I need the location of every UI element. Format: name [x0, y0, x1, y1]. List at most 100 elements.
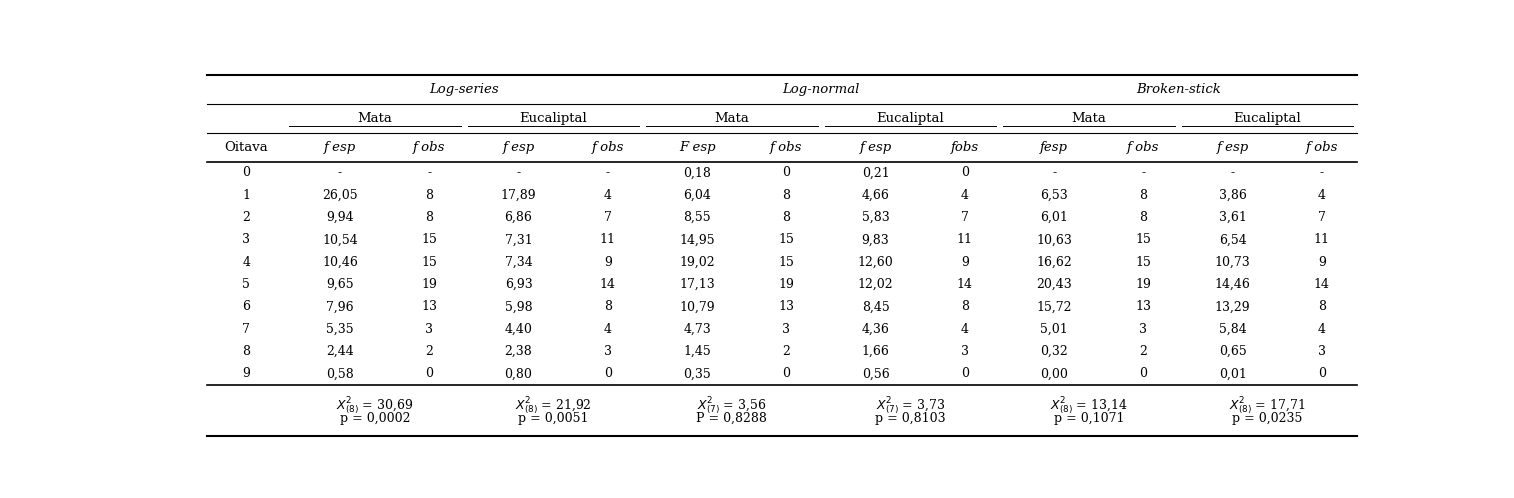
Text: 15: 15 — [1136, 234, 1151, 247]
Text: -: - — [1142, 166, 1146, 179]
Text: 6,53: 6,53 — [1040, 189, 1067, 202]
Text: 4: 4 — [604, 189, 612, 202]
Text: 0,35: 0,35 — [683, 368, 712, 380]
Text: 8: 8 — [961, 300, 969, 313]
Text: 13,29: 13,29 — [1214, 300, 1251, 313]
Text: 3: 3 — [425, 323, 433, 336]
Text: 10,73: 10,73 — [1214, 255, 1251, 269]
Text: 13: 13 — [778, 300, 795, 313]
Text: -: - — [1320, 166, 1325, 179]
Text: Mata: Mata — [715, 112, 749, 125]
Text: 14,95: 14,95 — [680, 234, 715, 247]
Text: 0,32: 0,32 — [1040, 345, 1067, 358]
Text: 6,04: 6,04 — [683, 189, 712, 202]
Text: 0,01: 0,01 — [1219, 368, 1246, 380]
Text: 5,84: 5,84 — [1219, 323, 1246, 336]
Text: 9,83: 9,83 — [861, 234, 889, 247]
Text: 6,86: 6,86 — [504, 211, 533, 224]
Text: 5,98: 5,98 — [504, 300, 533, 313]
Text: 15: 15 — [421, 255, 438, 269]
Text: 8: 8 — [425, 189, 433, 202]
Text: 0: 0 — [961, 368, 969, 380]
Text: 3,61: 3,61 — [1219, 211, 1246, 224]
Text: 2: 2 — [425, 345, 433, 358]
Text: $X^2_{(8)}$ = 13,14: $X^2_{(8)}$ = 13,14 — [1051, 395, 1128, 416]
Text: p = 0,0235: p = 0,0235 — [1232, 412, 1302, 425]
Text: 11: 11 — [600, 234, 616, 247]
Text: 3: 3 — [961, 345, 969, 358]
Text: 4: 4 — [1317, 189, 1326, 202]
Text: 3: 3 — [783, 323, 790, 336]
Text: f obs: f obs — [1128, 141, 1160, 154]
Text: 5: 5 — [242, 278, 250, 291]
Text: 6,54: 6,54 — [1219, 234, 1246, 247]
Text: 8: 8 — [242, 345, 250, 358]
Text: 4: 4 — [961, 189, 969, 202]
Text: -: - — [338, 166, 342, 179]
Text: $X^2_{(7)}$ = 3,73: $X^2_{(7)}$ = 3,73 — [875, 395, 945, 416]
Text: 0: 0 — [783, 166, 790, 179]
Text: 2,44: 2,44 — [326, 345, 354, 358]
Text: 2: 2 — [1140, 345, 1148, 358]
Text: f obs: f obs — [1305, 141, 1338, 154]
Text: 4: 4 — [604, 323, 612, 336]
Text: 12,60: 12,60 — [858, 255, 893, 269]
Text: 9: 9 — [1319, 255, 1326, 269]
Text: 3,86: 3,86 — [1219, 189, 1246, 202]
Text: 8: 8 — [1140, 189, 1148, 202]
Text: 3: 3 — [604, 345, 612, 358]
Text: 0,56: 0,56 — [861, 368, 889, 380]
Text: Log-series: Log-series — [430, 83, 500, 96]
Text: -: - — [606, 166, 610, 179]
Text: 19,02: 19,02 — [680, 255, 715, 269]
Text: $X^2_{(7)}$ = 3,56: $X^2_{(7)}$ = 3,56 — [698, 395, 766, 416]
Text: 0: 0 — [1140, 368, 1148, 380]
Text: $X^2_{(8)}$ = 30,69: $X^2_{(8)}$ = 30,69 — [336, 395, 413, 416]
Text: Eucaliptal: Eucaliptal — [519, 112, 587, 125]
Text: 2: 2 — [242, 211, 250, 224]
Text: Eucaliptal: Eucaliptal — [1234, 112, 1302, 125]
Text: F esp: F esp — [678, 141, 716, 154]
Text: 4: 4 — [1317, 323, 1326, 336]
Text: 0: 0 — [1317, 368, 1326, 380]
Text: 8: 8 — [783, 211, 790, 224]
Text: 15: 15 — [778, 234, 795, 247]
Text: 3: 3 — [1317, 345, 1326, 358]
Text: 14: 14 — [1314, 278, 1329, 291]
Text: 7: 7 — [242, 323, 250, 336]
Text: 14,46: 14,46 — [1214, 278, 1251, 291]
Text: 8: 8 — [604, 300, 612, 313]
Text: 8: 8 — [783, 189, 790, 202]
Text: 6: 6 — [242, 300, 250, 313]
Text: 19: 19 — [1136, 278, 1151, 291]
Text: -: - — [516, 166, 521, 179]
Text: Eucaliptal: Eucaliptal — [877, 112, 945, 125]
Text: -: - — [427, 166, 431, 179]
Text: 9: 9 — [961, 255, 969, 269]
Text: 13: 13 — [421, 300, 438, 313]
Text: 0,21: 0,21 — [861, 166, 889, 179]
Text: 26,05: 26,05 — [322, 189, 357, 202]
Text: 8: 8 — [425, 211, 433, 224]
Text: 7: 7 — [961, 211, 969, 224]
Text: 13: 13 — [1136, 300, 1152, 313]
Text: Mata: Mata — [357, 112, 392, 125]
Text: 0,00: 0,00 — [1040, 368, 1067, 380]
Text: 4,66: 4,66 — [861, 189, 890, 202]
Text: Log-normal: Log-normal — [783, 83, 860, 96]
Text: 7: 7 — [1319, 211, 1326, 224]
Text: p = 0,0051: p = 0,0051 — [518, 412, 589, 425]
Text: 0: 0 — [961, 166, 969, 179]
Text: 11: 11 — [1314, 234, 1329, 247]
Text: 6,93: 6,93 — [504, 278, 533, 291]
Text: 12,02: 12,02 — [858, 278, 893, 291]
Text: Broken-stick: Broken-stick — [1136, 83, 1220, 96]
Text: f obs: f obs — [592, 141, 624, 154]
Text: 4: 4 — [242, 255, 250, 269]
Text: 0: 0 — [242, 166, 250, 179]
Text: f esp: f esp — [1217, 141, 1249, 154]
Text: 15: 15 — [421, 234, 438, 247]
Text: 6,01: 6,01 — [1040, 211, 1067, 224]
Text: 11: 11 — [957, 234, 974, 247]
Text: P = 0,8288: P = 0,8288 — [696, 412, 768, 425]
